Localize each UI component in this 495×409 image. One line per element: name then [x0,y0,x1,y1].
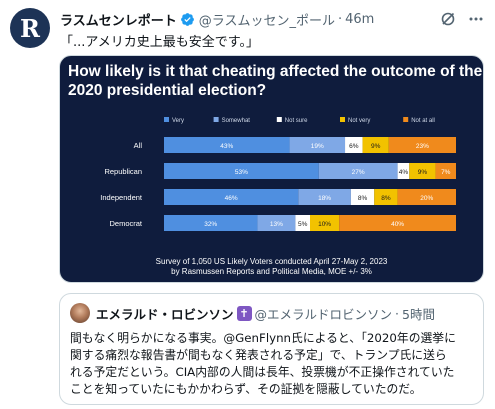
data-label: 46% [225,195,238,202]
quote-text-line: れる予定だという。CIA内部の人間は長年、投票機が不正操作されていた [70,365,455,379]
legend-swatch-0 [164,117,169,122]
category-label: Democrat [109,219,142,228]
category-label: Independent [100,193,143,202]
data-label: 8% [381,195,391,202]
bar-segment [164,189,299,205]
legend-label-0: Very [172,118,184,124]
data-label: 43% [220,143,233,150]
bar-segment [397,163,410,179]
data-label: 23% [416,143,429,150]
legend-swatch-2 [276,117,282,122]
quote-text-line: ことを知っていたにもかかわらず、その証拠を隠蔽していたのだ。 [70,382,422,396]
bar-segment [374,189,398,205]
tweet-timestamp[interactable]: 46m [345,11,375,27]
bar-segment [295,215,310,231]
bar-segment [289,137,346,153]
legend-label-2: Not sure [285,118,308,124]
legend-label-4: Not at all [411,118,435,124]
quote-author-name[interactable]: エメラルド・ロビンソン [96,306,234,322]
data-label: 20% [420,195,433,202]
grok-icon[interactable] [439,10,457,28]
quote-header: エメラルド・ロビンソン ✝ @エメラルドロビンソン · 5時間 [70,303,477,323]
data-label: 7% [441,169,451,176]
legend-swatch-4 [403,117,409,122]
data-label: 18% [318,195,331,202]
quote-author-handle[interactable]: @エメラルドロビンソン [254,306,393,322]
quote-text-line: 関する痛烈な報告書が間もなく発表される予定」で、トランプ氏に送ら [70,348,447,362]
bar-segment [164,137,290,153]
bar-segment [345,137,363,153]
avatar-letter: R [20,13,40,43]
bar-segment [362,137,389,153]
data-label: 40% [391,221,404,228]
bar-segment [350,189,375,205]
data-label: 27% [352,169,365,176]
bar-segment [435,163,456,179]
chart-source-line-1: Survey of 1,050 US Likely Voters conduct… [155,257,388,266]
verified-badge-icon [180,12,194,26]
data-label: 9% [418,169,428,176]
cross-badge-icon: ✝ [236,305,252,321]
chart-title-line-2: 2020 presidential election? [68,82,267,99]
author-handle[interactable]: @ラスムッセン_ポール [198,13,335,29]
tweet-header: ラスムセンレポート @ラスムッセン_ポール · 46m [60,9,485,29]
more-icon[interactable] [467,10,485,28]
bar-segment [164,163,319,179]
bar-segment [298,189,351,205]
bar-segment [318,163,398,179]
quote-avatar[interactable] [70,303,90,323]
legend-label-1: Somewhat [222,118,251,124]
bar-segment [409,163,436,179]
tweet-text: 「...アメリカ史上最も安全です。」 [60,35,259,50]
data-label: 9% [371,143,381,150]
legend-swatch-3 [340,117,345,122]
bar-segment [257,215,296,231]
separator-dot: · [338,11,343,27]
data-label: 53% [235,169,248,176]
chart-title-line-1: How likely is it that cheating affected … [68,63,483,80]
data-label: 8% [358,195,368,202]
data-label: 6% [349,143,359,150]
data-label: 32% [204,221,217,228]
quote-separator-dot: · [395,305,400,321]
data-label: 19% [311,143,324,150]
quote-text: 間もなく明らかになる事実。@GenFlynn氏によると、「2020年の選挙に 関… [70,330,480,398]
chart-title: How likely is it that cheating affected … [68,62,483,100]
author-name[interactable]: ラスムセンレポート [60,13,177,29]
bar-segment [397,189,456,205]
stacked-bar-chart: Very Somewhat Not sure Not very Not at all Al… [100,117,456,231]
category-label: All [134,141,143,150]
quoted-tweet[interactable]: エメラルド・ロビンソン ✝ @エメラルドロビンソン · 5時間 間もなく明らかに… [59,293,484,405]
bar-segment [388,137,456,153]
chart-image[interactable]: Very Somewhat Not sure Not very Not at all Al… [59,55,484,283]
category-label: Republican [104,167,142,176]
bar-segment [310,215,340,231]
data-label: 13% [270,221,283,228]
data-label: 5% [298,221,308,228]
quote-timestamp[interactable]: 5時間 [402,306,435,322]
data-label: 10% [318,221,331,228]
legend-label-3: Not very [348,118,370,124]
chart-source: Survey of 1,050 US Likely Voters conduct… [60,257,483,277]
quote-text-line: 間もなく明らかになる事実。@GenFlynn氏によると、「2020年の選挙に [70,331,456,345]
bar-segment [164,215,258,231]
chart-source-line-2: by Rasmussen Reports and Political Media… [171,267,372,276]
author-avatar[interactable]: R [10,8,50,48]
header-actions [439,9,485,29]
legend-swatch-1 [213,117,219,122]
data-label: 4% [399,169,409,176]
bar-segment [339,215,456,231]
